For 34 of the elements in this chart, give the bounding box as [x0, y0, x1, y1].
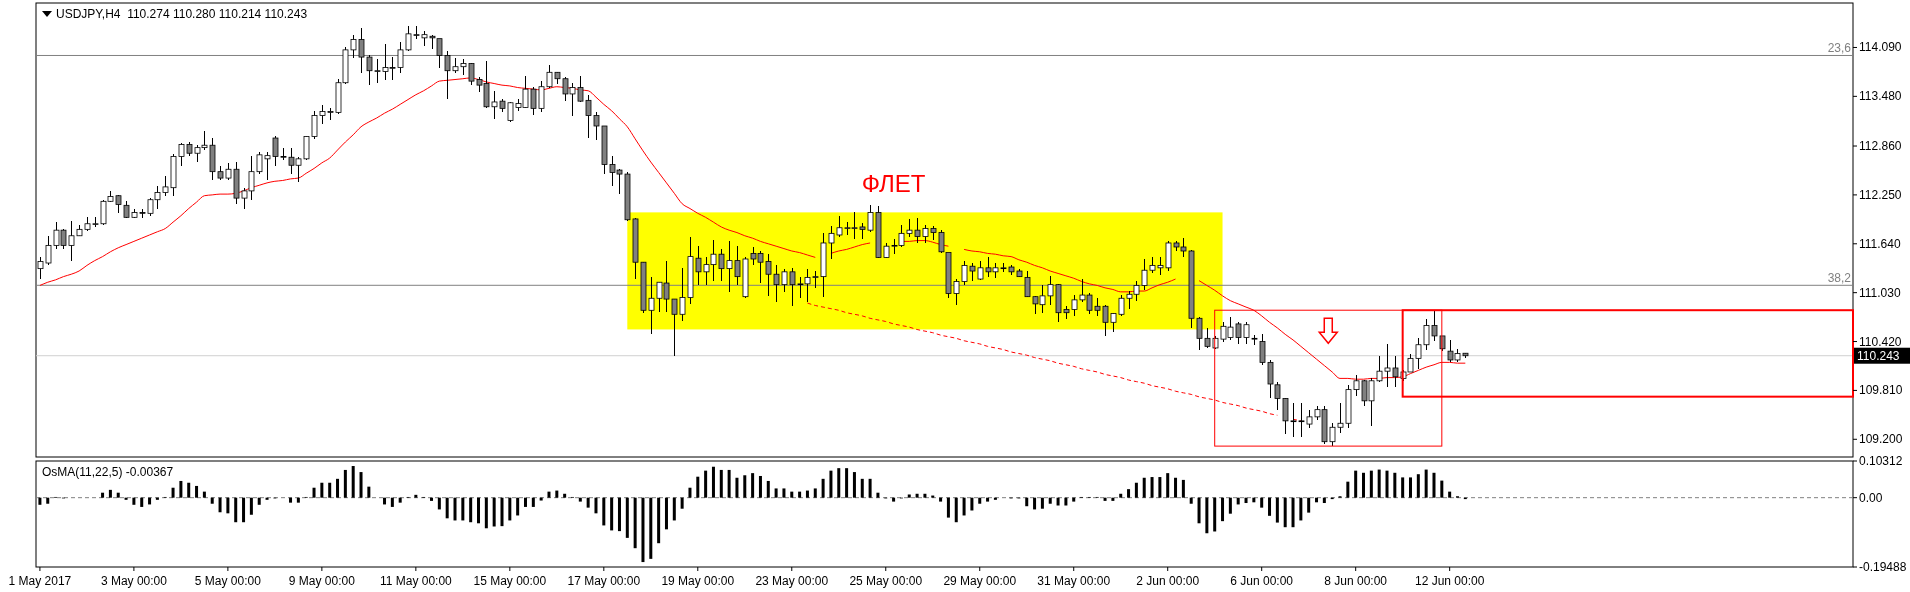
y-tick-label: 0.10312: [1859, 454, 1903, 468]
y-tick-label: 0.00: [1859, 490, 1883, 505]
annotation: ФЛЕТ: [861, 170, 926, 198]
x-tick-label: 11 May 00:00: [379, 574, 453, 588]
y-tick-label: -0.19488: [1859, 560, 1907, 574]
x-tick-label: 23 May 00:00: [755, 574, 829, 588]
x-tick-label: 6 Jun 00:00: [1230, 574, 1294, 588]
x-tick-label: 15 May 00:00: [473, 574, 547, 588]
y-tick-label: 111.640: [1859, 236, 1901, 251]
x-tick-label: 2 Jun 00:00: [1136, 574, 1200, 588]
x-tick-label: 12 Jun 00:00: [1414, 574, 1485, 588]
x-tick-label: 1 May 2017: [8, 574, 72, 588]
y-tick-label: 109.200: [1859, 432, 1903, 447]
y-tick-label: 111.030: [1859, 285, 1901, 300]
x-tick-label: 19 May 00:00: [661, 574, 735, 588]
x-tick-label: 29 May 00:00: [943, 574, 1017, 588]
chart-title: OsMA(11,22,5) -0.00367: [42, 465, 174, 479]
y-tick-label: 112.250: [1859, 187, 1902, 202]
x-tick-label: 3 May 00:00: [100, 574, 168, 588]
y-tick-label: 113.480: [1859, 89, 1902, 104]
y-tick-label: 110.420: [1859, 334, 1902, 349]
x-tick-label: 25 May 00:00: [849, 574, 923, 588]
x-tick-label: 5 May 00:00: [194, 574, 262, 588]
ref-line-label: 110.243: [1857, 349, 1900, 364]
x-tick-label: 8 Jun 00:00: [1324, 574, 1388, 588]
chart-title: USDJPY,H4 110.274 110.280 110.214 110.243: [56, 7, 308, 21]
annotation: 38,2: [1827, 271, 1852, 286]
y-tick-label: 114.090: [1859, 40, 1902, 55]
y-tick-label: 109.810: [1859, 383, 1903, 398]
x-tick-label: 17 May 00:00: [567, 574, 641, 588]
annotation: 23,6: [1827, 41, 1852, 56]
y-tick-label: 112.860: [1859, 139, 1902, 154]
x-tick-label: 9 May 00:00: [288, 574, 356, 588]
x-tick-label: 31 May 00:00: [1037, 574, 1111, 588]
